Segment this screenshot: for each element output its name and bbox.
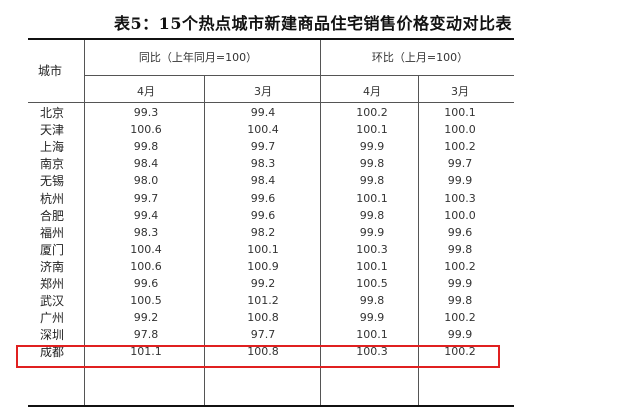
table-cell: 99.9 [359, 225, 385, 239]
table-cell: 99.9 [359, 311, 385, 325]
header-mom-apr: 4月 [363, 85, 381, 98]
table-cell: 100.2 [356, 106, 388, 119]
table-cell: 97.8 [133, 328, 159, 342]
table-cell: 99.6 [447, 225, 473, 239]
table-cell: 100.6 [130, 259, 162, 273]
table-cell: 100.5 [130, 294, 162, 308]
table-cell: 99.3 [133, 106, 159, 119]
city-name: 北京 [40, 106, 65, 120]
header-mom-mar: 3月 [451, 85, 469, 98]
table-cell: 100.5 [356, 277, 388, 290]
table-cell: 100.2 [444, 345, 476, 359]
table-cell: 100.0 [444, 208, 476, 222]
table-cell: 99.8 [359, 174, 385, 188]
table-cell: 100.2 [444, 311, 476, 325]
city-name: 广州 [40, 311, 65, 326]
table-cell: 99.9 [447, 174, 473, 188]
city-name: 郑州 [40, 277, 65, 291]
city-name: 杭州 [40, 191, 65, 206]
table-cell: 99.7 [447, 157, 473, 171]
table-cell: 99.4 [250, 106, 276, 119]
table-cell: 99.8 [447, 294, 473, 308]
table-cell: 99.2 [250, 277, 276, 290]
city-name: 厦门 [40, 242, 65, 257]
table-cell: 97.7 [250, 328, 276, 342]
header-mom: 环比（上月=100） [371, 51, 469, 64]
table-cell: 98.0 [133, 174, 159, 188]
table-cell: 100.9 [247, 259, 279, 273]
header-yoy-apr: 4月 [137, 85, 155, 98]
city-name: 济南 [40, 259, 65, 274]
body-divider [28, 102, 514, 103]
table-cell: 99.7 [133, 191, 159, 205]
table-cell: 99.8 [359, 157, 385, 171]
table-cell: 100.6 [130, 123, 162, 137]
city-name: 无锡 [40, 174, 65, 189]
table-cell: 99.8 [133, 140, 159, 154]
table-cell: 99.9 [447, 277, 473, 290]
table-cell: 100.4 [130, 242, 162, 256]
col-line-4 [418, 76, 419, 405]
table-cell: 100.3 [356, 242, 388, 256]
table-cell: 100.8 [247, 311, 279, 325]
header-divider [84, 75, 514, 76]
table-cell: 100.8 [247, 345, 279, 359]
table-cell: 100.1 [356, 259, 388, 273]
col-line-1 [84, 40, 85, 405]
table-cell: 101.1 [130, 345, 162, 359]
header-yoy: 同比（上年同月=100） [138, 51, 258, 64]
header-city: 城市 [38, 64, 63, 78]
city-name: 成都 [40, 345, 65, 360]
table-cell: 99.6 [250, 208, 276, 222]
table-cell: 99.6 [133, 277, 159, 290]
table-top-rule [28, 38, 514, 40]
table-cell: 100.1 [356, 328, 388, 342]
col-line-2 [204, 76, 205, 405]
table-cell: 100.0 [444, 123, 476, 137]
city-name: 上海 [40, 140, 65, 155]
table-cell: 98.3 [133, 225, 159, 239]
table-cell: 100.3 [356, 345, 388, 359]
table-cell: 100.2 [444, 140, 476, 154]
table-cell: 100.1 [356, 123, 388, 137]
city-name: 福州 [40, 225, 65, 240]
table-cell: 99.7 [250, 140, 276, 154]
table-cell: 98.4 [250, 174, 276, 188]
table-cell: 100.4 [247, 123, 279, 137]
table-cell: 99.9 [359, 140, 385, 154]
table-cell: 98.4 [133, 157, 159, 171]
table-cell: 100.2 [444, 259, 476, 273]
table-cell: 100.1 [444, 106, 476, 119]
table-cell: 99.8 [359, 294, 385, 308]
table-cell: 101.2 [247, 294, 279, 308]
table-cell: 99.9 [447, 328, 473, 342]
highlight-box [16, 345, 500, 368]
table-cell: 100.3 [444, 191, 476, 205]
city-name: 合肥 [40, 208, 65, 223]
city-name: 武汉 [40, 294, 65, 309]
table-bottom-rule [28, 405, 514, 407]
table-cell: 100.1 [247, 242, 279, 256]
table-cell: 99.6 [250, 191, 276, 205]
table-cell: 99.4 [133, 208, 159, 222]
table-cell: 99.8 [359, 208, 385, 222]
table-cell: 99.2 [133, 311, 159, 325]
city-name: 天津 [40, 123, 65, 138]
page-title: 表5：15个热点城市新建商品住宅销售价格变动对比表 [114, 14, 512, 33]
city-name: 南京 [40, 157, 65, 172]
header-yoy-mar: 3月 [254, 85, 272, 98]
table-cell: 98.2 [250, 225, 276, 239]
table-cell: 100.1 [356, 191, 388, 205]
table-cell: 99.8 [447, 242, 473, 256]
table-cell: 98.3 [250, 157, 276, 171]
city-name: 深圳 [40, 328, 65, 343]
col-line-3 [320, 40, 321, 405]
